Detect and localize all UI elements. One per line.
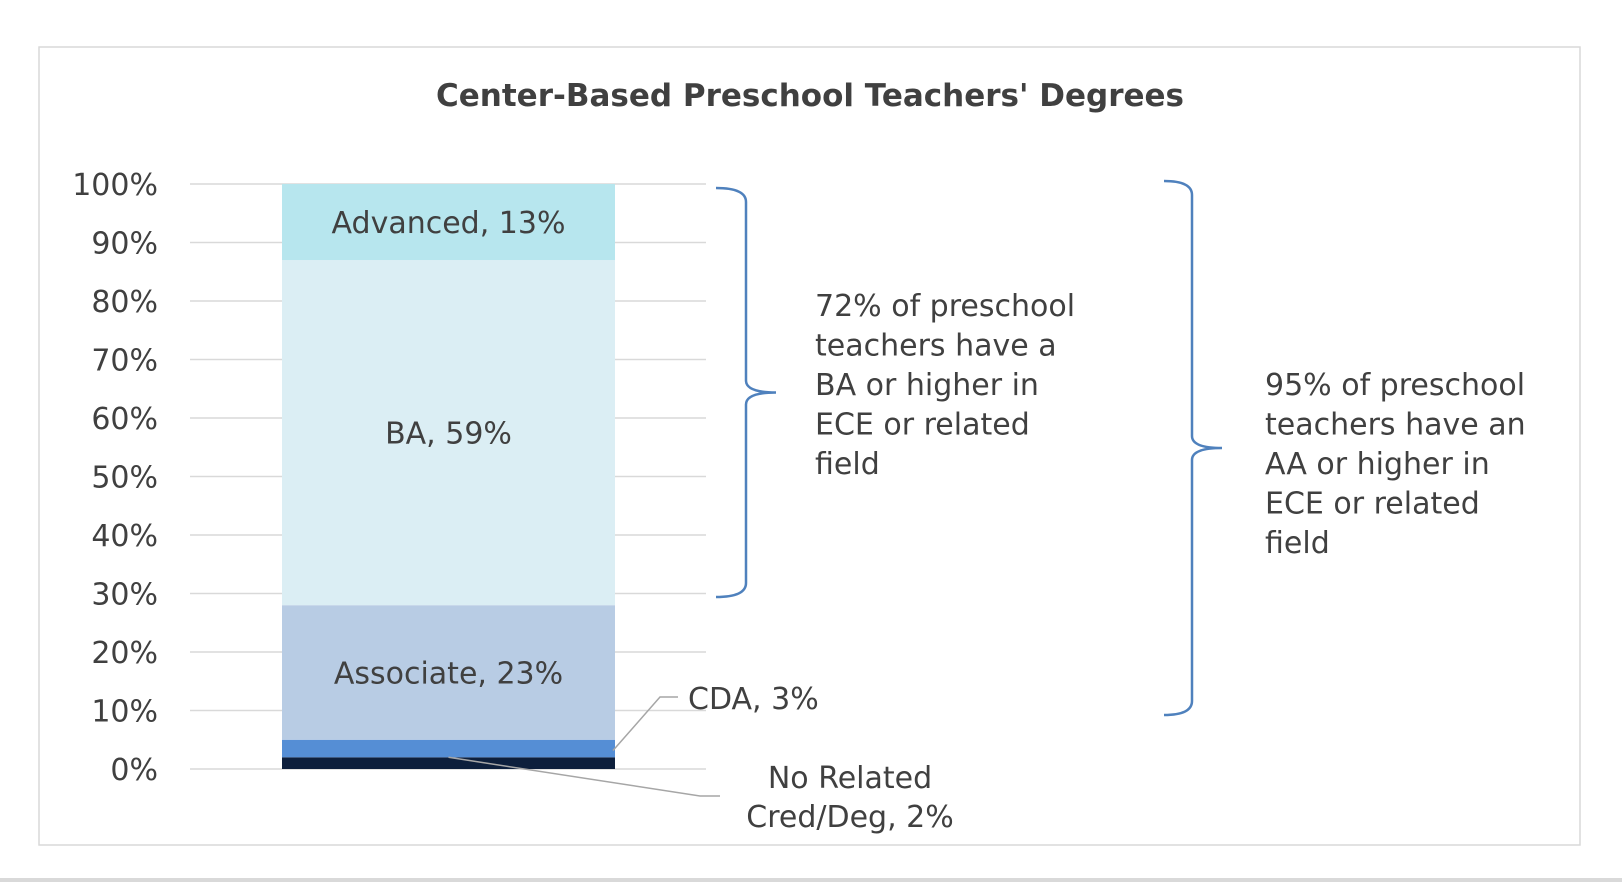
y-tick-label: 90%	[91, 227, 158, 262]
segment-label-no-related: No Related Cred/Deg, 2%	[746, 761, 954, 835]
segment-label-no-related-line: No Related	[768, 761, 932, 796]
y-tick-label: 0%	[110, 753, 158, 788]
y-tick-label: 10%	[91, 695, 158, 730]
brace-ba-or-higher	[715, 186, 777, 599]
annotation-line: 95% of preschool	[1265, 368, 1525, 403]
annotation-line: ECE or related	[1265, 487, 1480, 522]
chart-frame	[38, 46, 1581, 846]
y-tick-label: 40%	[91, 519, 158, 554]
annotation-line: field	[815, 447, 880, 482]
y-tick-label: 50%	[91, 461, 158, 496]
y-tick-label: 30%	[91, 578, 158, 613]
annotation-ba_or_higher: 72% of preschool teachers have a BA or hig…	[815, 289, 1075, 482]
y-axis-ticks: 0% 10% 20% 30% 40% 50% 60% 70% 80% 90% 100%	[72, 168, 158, 788]
y-tick-label: 100%	[72, 168, 158, 203]
segment-label-associate: Associate, 23%	[334, 656, 563, 691]
segment-label-cda: CDA, 3%	[688, 682, 819, 717]
annotations: 72% of preschool teachers have a BA or hig…	[715, 179, 1526, 717]
y-tick-label: 70%	[91, 344, 158, 379]
segment-labels: Associate, 23% BA, 59% Advanced, 13% CDA, 3…	[332, 206, 954, 835]
chart-title: Center-Based Preschool Teachers' Degrees	[436, 78, 1184, 114]
annotation-line: ECE or related	[815, 408, 1030, 443]
segment-label-advanced: Advanced, 13%	[332, 206, 566, 241]
annotation-line: 72% of preschool	[815, 289, 1075, 324]
annotation-line: field	[1265, 526, 1330, 561]
bar-segment-none	[282, 757, 615, 769]
annotation-line: teachers have a	[815, 329, 1057, 364]
bar-segment-advanced	[282, 184, 615, 261]
bar-segment-cda	[282, 739, 615, 758]
y-tick-label: 20%	[91, 636, 158, 671]
leader-line-cda	[612, 696, 678, 752]
segment-label-no-related-line: Cred/Deg, 2%	[746, 800, 954, 835]
annotation-line: teachers have an	[1265, 408, 1526, 443]
bottom-divider	[0, 878, 1622, 882]
y-tick-label: 60%	[91, 402, 158, 437]
leader-line-no-related	[448, 756, 720, 797]
y-tick-label: 80%	[91, 285, 158, 320]
brace-aa-or-higher	[1163, 179, 1223, 717]
annotation-line: AA or higher in	[1265, 447, 1490, 482]
annotation-aa_or_higher: 95% of preschool teachers have an AA or hi…	[1265, 368, 1526, 561]
segment-label-ba: BA, 59%	[385, 417, 512, 452]
stacked-bar	[282, 184, 615, 769]
bar-segment-associate	[282, 605, 615, 740]
bar-segment-ba	[282, 260, 615, 606]
annotation-line: BA or higher in	[815, 368, 1039, 403]
